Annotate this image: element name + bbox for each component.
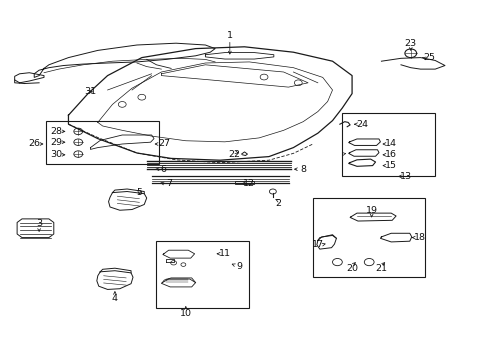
Text: 9: 9 <box>236 262 242 271</box>
Text: 5: 5 <box>136 188 142 197</box>
Text: 31: 31 <box>84 87 96 96</box>
Text: 11: 11 <box>219 249 230 258</box>
Text: 2: 2 <box>275 199 281 208</box>
Text: 23: 23 <box>404 39 416 48</box>
Text: 26: 26 <box>28 139 40 148</box>
Text: 1: 1 <box>226 31 232 40</box>
Text: 8: 8 <box>300 165 305 174</box>
Text: 18: 18 <box>413 233 425 242</box>
Text: 25: 25 <box>423 53 434 62</box>
Text: 22: 22 <box>228 150 240 159</box>
Text: 14: 14 <box>385 139 396 148</box>
Bar <box>46 121 159 164</box>
Text: 3: 3 <box>36 219 42 228</box>
Text: 4: 4 <box>112 294 118 303</box>
Text: 19: 19 <box>365 206 377 215</box>
Text: 17: 17 <box>311 240 323 249</box>
Text: 10: 10 <box>180 309 191 318</box>
Text: 16: 16 <box>385 150 396 159</box>
Text: 15: 15 <box>385 161 396 170</box>
Text: 27: 27 <box>158 139 169 148</box>
Text: 7: 7 <box>165 179 171 188</box>
Text: 29: 29 <box>50 138 62 147</box>
Text: 21: 21 <box>375 264 386 273</box>
Text: 28: 28 <box>50 127 62 136</box>
Text: 6: 6 <box>161 165 166 174</box>
Text: 20: 20 <box>346 264 357 273</box>
Text: 30: 30 <box>50 150 62 159</box>
Bar <box>312 198 425 277</box>
Text: 24: 24 <box>355 120 367 129</box>
Bar <box>342 113 434 176</box>
Text: 13: 13 <box>399 172 411 181</box>
Bar <box>156 241 249 308</box>
Text: 12: 12 <box>243 179 255 188</box>
